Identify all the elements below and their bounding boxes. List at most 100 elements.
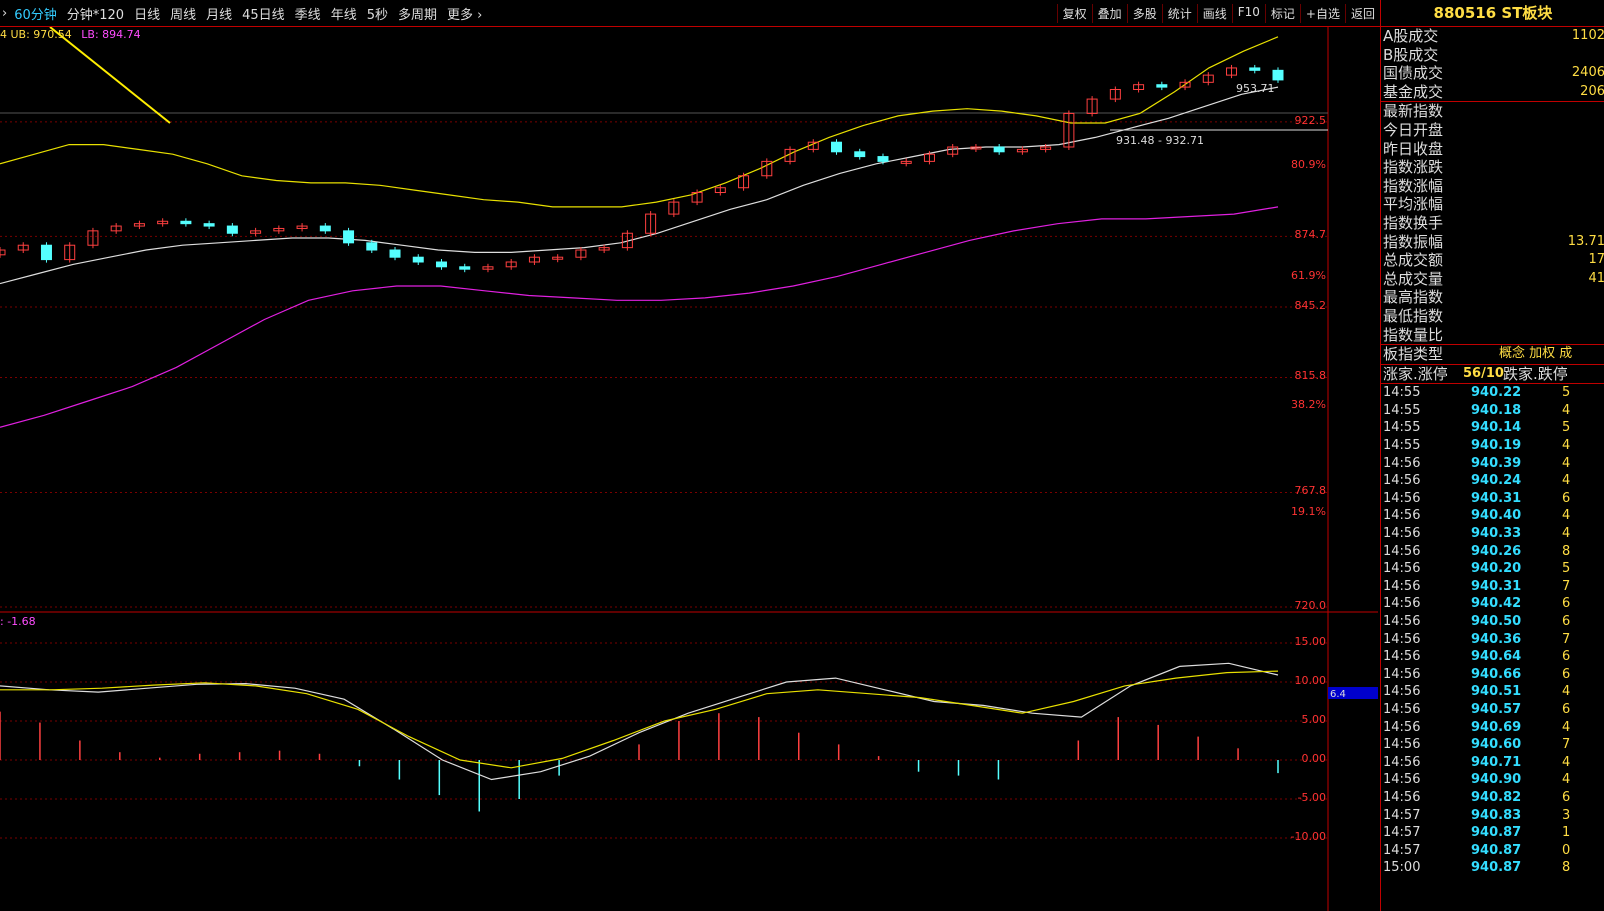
high-label: 953.71 (1236, 82, 1275, 95)
candle-body (412, 256, 424, 263)
period-tab-0[interactable]: 60分钟 (14, 7, 57, 23)
candle-body (668, 201, 680, 215)
tick-list[interactable]: 14:55 940.22 5 14:55 940.18 4 14:55 940.14 5 14:5… (1381, 383, 1604, 877)
action-button-4[interactable]: 画线 (1196, 4, 1232, 23)
action-button-8[interactable]: 返回 (1344, 4, 1380, 23)
macd-tick-label: 5.00 (1301, 713, 1327, 726)
candle-body (1249, 67, 1261, 71)
candle-body (389, 249, 401, 258)
action-button-6[interactable]: 标记 (1264, 4, 1300, 23)
tick-row: 14:56 940.36 7 (1381, 631, 1604, 649)
legend-ub: UB: 970.54 (10, 28, 72, 41)
tick-volume: 7 (1562, 737, 1571, 753)
stat-label: 最高指数 (1383, 288, 1444, 307)
panel-title[interactable]: 880516 ST板块 (1381, 0, 1604, 27)
candle-body (0, 249, 6, 256)
candle-body (110, 225, 122, 232)
tick-row: 14:56 940.31 7 (1381, 578, 1604, 596)
tick-row: 14:56 940.31 6 (1381, 490, 1604, 508)
stat-value: 1102 (1571, 28, 1604, 43)
candle-body (319, 225, 331, 232)
upper-band-line (0, 36, 1279, 208)
tick-volume: 6 (1562, 490, 1571, 506)
prev-arrow-icon[interactable]: › (2, 5, 8, 21)
candle-body (598, 247, 610, 251)
period-tab-1[interactable]: 分钟*120 (66, 7, 125, 23)
tick-price: 940.71 (1471, 754, 1522, 770)
action-button-2[interactable]: 多股 (1126, 4, 1162, 23)
tick-volume: 6 (1562, 614, 1571, 629)
candle-body (900, 160, 912, 164)
candle-body (1040, 146, 1052, 150)
tick-row: 14:56 940.71 4 (1381, 754, 1604, 772)
candle-body (1156, 84, 1168, 88)
candle-body (993, 146, 1005, 153)
candle-body (831, 141, 843, 153)
price-tick-label: 874.7 (1294, 228, 1327, 242)
tick-price: 940.33 (1471, 526, 1522, 542)
period-tab-10[interactable]: 更多 › (447, 7, 483, 23)
tick-time: 14:56 (1383, 455, 1421, 471)
tick-volume: 6 (1562, 789, 1571, 805)
stat-label: 指数量比 (1383, 325, 1444, 344)
stat-row: 最新指数 (1381, 101, 1604, 121)
action-button-3[interactable]: 统计 (1161, 4, 1197, 23)
tick-row: 14:55 940.18 4 (1381, 402, 1604, 420)
tick-time: 14:55 (1383, 385, 1421, 401)
stat-label: 指数涨幅 (1383, 176, 1444, 195)
rise-fall-row: 涨家.涨停 56/10 跌家.跌停 (1381, 363, 1604, 384)
action-button-0[interactable]: 复权 (1056, 4, 1092, 23)
tick-row: 14:57 940.87 1 (1381, 824, 1604, 842)
period-tab-7[interactable]: 年线 (330, 7, 357, 23)
tick-time: 14:56 (1383, 772, 1421, 788)
tick-row: 14:56 940.40 4 (1381, 507, 1604, 525)
tick-price: 940.26 (1471, 543, 1522, 559)
stat-value: 13.71 (1567, 233, 1604, 249)
action-button-1[interactable]: 叠加 (1091, 4, 1127, 23)
action-button-7[interactable]: +自选 (1299, 4, 1345, 23)
stat-row: 总成交额 17 (1381, 251, 1604, 270)
tick-price: 940.39 (1471, 455, 1522, 471)
tick-time: 14:55 (1383, 402, 1421, 418)
period-tab-3[interactable]: 周线 (170, 7, 197, 23)
stat-row: 最高指数 (1381, 288, 1604, 307)
stat-row: 总成交量 41 (1381, 270, 1604, 289)
tick-price: 940.50 (1471, 614, 1522, 629)
candle-body (1202, 74, 1214, 83)
kline-chart[interactable]: 953.71 931.48 - 932.71 6.4 (0, 27, 1378, 911)
trend-annotation-line (49, 27, 171, 124)
price-tick-label: 922.5 (1294, 113, 1327, 127)
period-tab-8[interactable]: 5秒 (366, 7, 388, 23)
tick-price: 940.14 (1471, 420, 1522, 436)
candle-body (505, 261, 517, 268)
action-buttons: 复权 叠加 多股 统计 画线 F10 标记 +自选 返回 (1056, 4, 1380, 23)
period-tab-9[interactable]: 多周期 (397, 7, 437, 23)
tick-volume: 4 (1562, 684, 1571, 700)
tick-volume: 8 (1562, 860, 1571, 876)
tick-row: 14:55 940.19 4 (1381, 437, 1604, 455)
candle-body (250, 230, 262, 234)
stat-row: 指数涨幅 (1381, 177, 1604, 196)
candle-body (714, 187, 726, 194)
stat-label: 昨日收盘 (1383, 139, 1444, 158)
tick-volume: 5 (1562, 420, 1571, 436)
candle-body (947, 146, 959, 155)
tick-price: 940.36 (1471, 631, 1522, 647)
tick-volume: 4 (1562, 438, 1571, 454)
tick-row: 14:56 940.26 8 (1381, 543, 1604, 561)
range-label: 931.48 - 932.71 (1116, 134, 1204, 147)
tick-row: 14:56 940.24 4 (1381, 472, 1604, 490)
period-tab-5[interactable]: 45日线 (242, 7, 285, 23)
period-tab-4[interactable]: 月线 (206, 7, 233, 23)
stat-row: 指数振幅 13.71 (1381, 233, 1604, 252)
period-tab-6[interactable]: 季线 (294, 7, 321, 23)
lower-band-line (0, 206, 1279, 428)
period-tab-2[interactable]: 日线 (134, 7, 161, 23)
index-info-panel: 880516 ST板块 A股成交 1102 B股成交 国债成交 2406 基金成交 206 最… (1380, 0, 1604, 911)
action-button-5[interactable]: F10 (1231, 4, 1265, 23)
stat-label: 最新指数 (1383, 102, 1444, 121)
tick-row: 14:56 940.42 6 (1381, 595, 1604, 613)
tick-row: 14:55 940.22 5 (1381, 384, 1604, 402)
stat-row: B股成交 (1381, 46, 1604, 65)
index-stats: A股成交 1102 B股成交 国债成交 2406 基金成交 206 最新指数 今日开盘 昨日收盘指… (1381, 27, 1604, 344)
